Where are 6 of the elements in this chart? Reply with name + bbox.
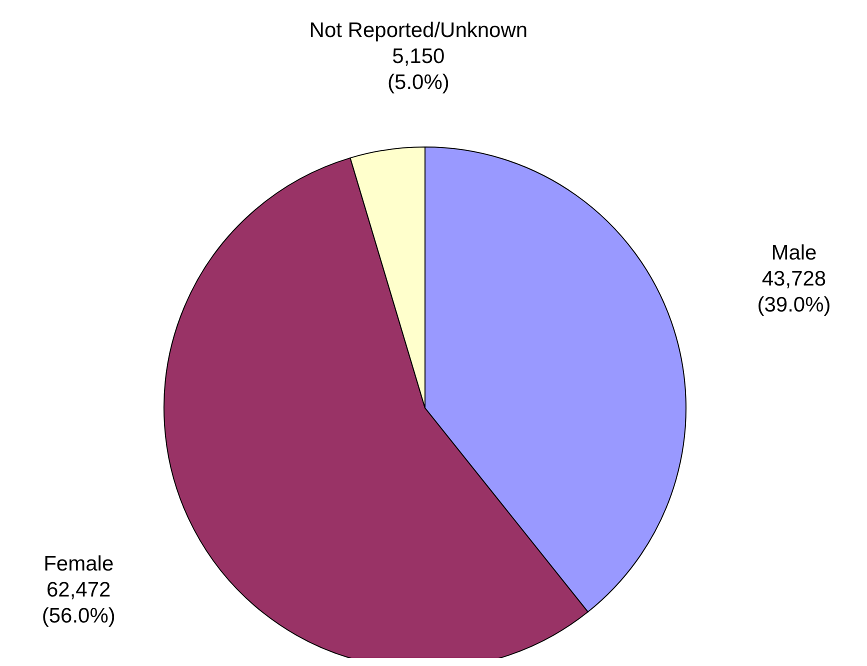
- slice-label: Not Reported/Unknown: [309, 18, 528, 42]
- data-label: 5,150 (5.0%): [388, 44, 450, 94]
- data-label: 62,472 (56.0%): [42, 578, 116, 627]
- slice-label: Male: [771, 241, 817, 264]
- data-label: 43,728 (39.0%): [757, 267, 831, 316]
- slice-label: Female: [44, 552, 114, 575]
